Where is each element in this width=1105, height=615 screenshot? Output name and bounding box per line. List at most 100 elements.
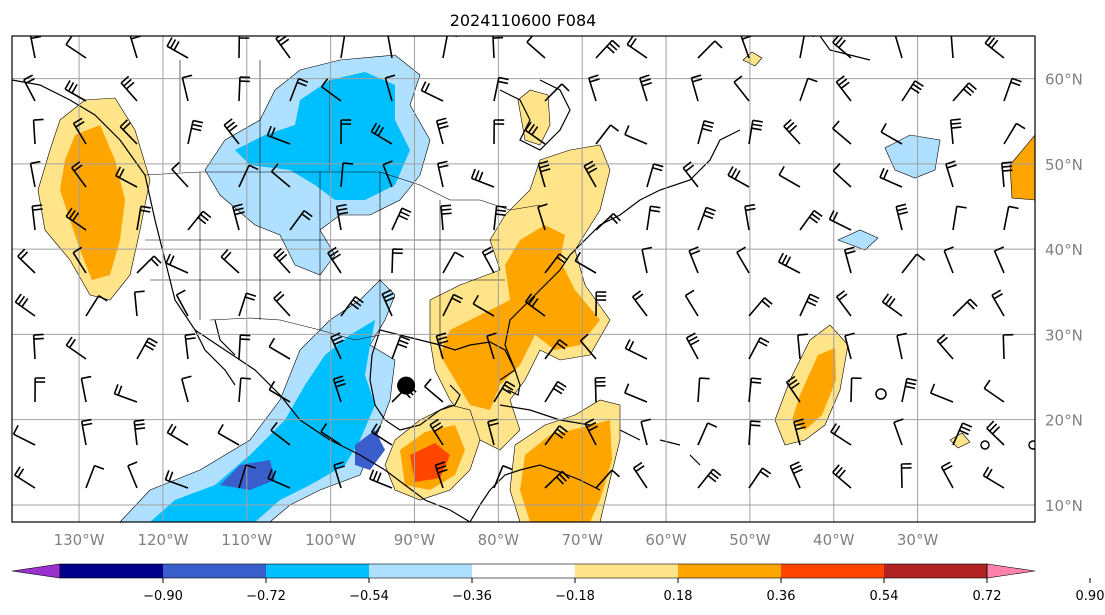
wind-barb (783, 118, 801, 145)
anomaly-region-pos-atlantic-mid (792, 348, 836, 430)
wind-barb (136, 255, 162, 274)
colorbar-segment (163, 564, 266, 578)
latitude-tick-label: 20°N (1045, 412, 1083, 430)
longitude-tick-label: 120°W (137, 531, 188, 549)
coast-florida (504, 344, 521, 396)
us-mexico-border (209, 317, 381, 341)
wind-barb (493, 205, 507, 231)
wind-barb (217, 423, 240, 446)
wind-barb (952, 82, 977, 102)
wind-barb (594, 376, 606, 403)
coast-caribbean-islands (619, 429, 701, 466)
wind-barb (684, 289, 699, 317)
wind-barb (893, 418, 904, 446)
wind-barb (588, 74, 600, 102)
wind-barb (835, 290, 852, 317)
wind-barb (544, 339, 568, 360)
wind-barb (537, 160, 551, 188)
wind-barb (275, 36, 291, 59)
wind-barb (267, 468, 291, 489)
latitude-tick-labels: 60°N 50°N 40°N 30°N 20°N 10°N (1045, 71, 1083, 515)
negative-anomaly-shading (119, 54, 941, 522)
wind-barb (844, 332, 855, 360)
colorbar-segment (369, 564, 472, 578)
wind-barb (929, 383, 954, 403)
wind-barb (321, 78, 342, 102)
wind-barb (181, 74, 193, 102)
wind-barb (697, 120, 715, 145)
anomaly-region-pos-caribbean-mid (400, 420, 612, 522)
latitude-tick-label: 50°N (1045, 156, 1083, 174)
wind-barb (136, 205, 151, 231)
wind-barb (789, 461, 803, 489)
wind-barb (799, 209, 823, 231)
wind-barb (175, 289, 189, 317)
wind-barb (986, 420, 1005, 446)
wind-barb (901, 80, 924, 102)
wind-barb (688, 246, 701, 274)
longitude-tick-label: 110°W (221, 531, 272, 549)
wind-barb (544, 380, 567, 403)
coast-cuba (499, 404, 591, 426)
wind-barb (544, 253, 568, 274)
coast-greenland (819, 36, 871, 61)
wind-barb (493, 76, 509, 102)
wind-barb (289, 210, 313, 231)
wind-barb (1003, 77, 1022, 102)
wind-barb (777, 252, 801, 274)
wind-barb (238, 164, 259, 188)
wind-barb (624, 383, 648, 403)
wind-barb (685, 332, 700, 360)
wind-barb (72, 246, 87, 274)
wind-barb (384, 74, 396, 102)
wind-barb (442, 36, 458, 59)
wind-barb (434, 461, 448, 489)
wind-barb (65, 36, 87, 59)
storm-center-marker (397, 376, 416, 395)
wind-barb (583, 160, 598, 188)
open-circle-marker (980, 440, 990, 450)
colorbar-tick-label: −0.72 (246, 589, 286, 604)
wind-barb (187, 210, 212, 231)
wind-barb (470, 168, 495, 188)
wind-barb (748, 119, 763, 145)
wind-barb (220, 248, 240, 274)
wind-barb (537, 203, 548, 231)
wind-barb (901, 253, 926, 274)
colorbar: −0.90 −0.72 −0.54 −0.36 −0.18 0.18 0.36 0.54 0.7… (11, 563, 1104, 604)
wind-barb (166, 423, 189, 446)
wind-barb (1003, 205, 1019, 231)
wind-barb (952, 205, 967, 231)
wind-barb (895, 203, 909, 231)
wind-barb (238, 36, 250, 59)
wind-barb (641, 246, 653, 274)
wind-barb (983, 379, 1005, 403)
anomaly-region-pos-east-mid (440, 225, 600, 410)
wind-barb (1003, 122, 1026, 145)
open-circle-marker (875, 388, 887, 400)
wind-barb (223, 118, 240, 145)
colorbar-tick-label: −0.36 (452, 589, 492, 604)
anomaly-region-neg-atlantic (884, 134, 941, 179)
wind-barb (171, 161, 189, 188)
longitude-tick-label: 60°W (645, 531, 687, 549)
wind-barb (340, 36, 355, 59)
coast-north-america-east (504, 129, 741, 346)
wind-barb (31, 204, 43, 231)
wind-barb (544, 83, 570, 102)
wind-barb (330, 332, 344, 360)
colorbar-segment (60, 564, 163, 578)
wind-barb (32, 333, 44, 360)
wind-barb (785, 375, 801, 403)
colorbar-tick-label: 0.36 (767, 589, 796, 604)
anomaly-region-neg-atlantic-2 (837, 229, 879, 251)
wind-barb (238, 377, 251, 403)
longitude-tick-label: 100°W (305, 531, 356, 549)
wind-barb (639, 74, 653, 102)
wind-barb (843, 246, 856, 274)
map-panel (12, 36, 1035, 522)
wind-barb (164, 470, 189, 489)
wind-barb (993, 246, 1005, 274)
coastlines (12, 36, 871, 522)
wind-barb (420, 81, 444, 102)
